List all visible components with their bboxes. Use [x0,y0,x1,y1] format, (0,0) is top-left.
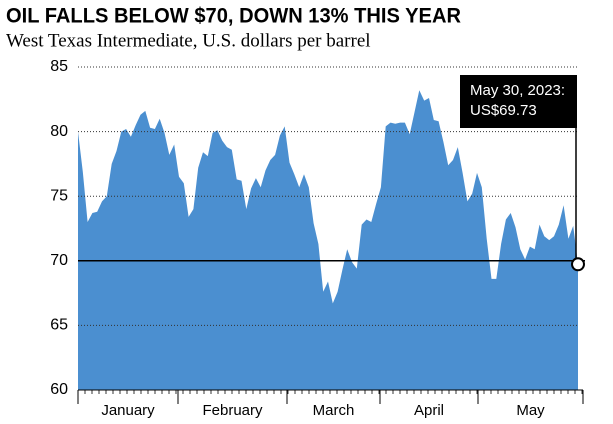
y-tick-label: 75 [50,187,68,204]
annotation-value: US$69.73 [470,102,537,119]
y-tick-label: 70 [50,252,68,269]
x-tick-label: April [414,402,444,419]
x-tick-label: January [101,402,155,419]
area [78,90,578,391]
chart-subtitle: West Texas Intermediate, U.S. dollars pe… [6,30,371,51]
x-tick-label: March [313,402,355,419]
x-tick-label: May [516,402,545,419]
annotation-date: May 30, 2023: [470,82,565,99]
y-tick-label: 60 [50,381,68,398]
annotation-box [460,75,577,128]
chart-title: OIL FALLS BELOW $70, DOWN 13% THIS YEAR [6,5,461,28]
last-point [571,257,585,272]
y-tick-label: 85 [50,58,68,75]
y-tick-label: 80 [50,123,68,140]
y-tick-label: 65 [50,317,68,334]
x-tick-label: February [202,402,263,419]
